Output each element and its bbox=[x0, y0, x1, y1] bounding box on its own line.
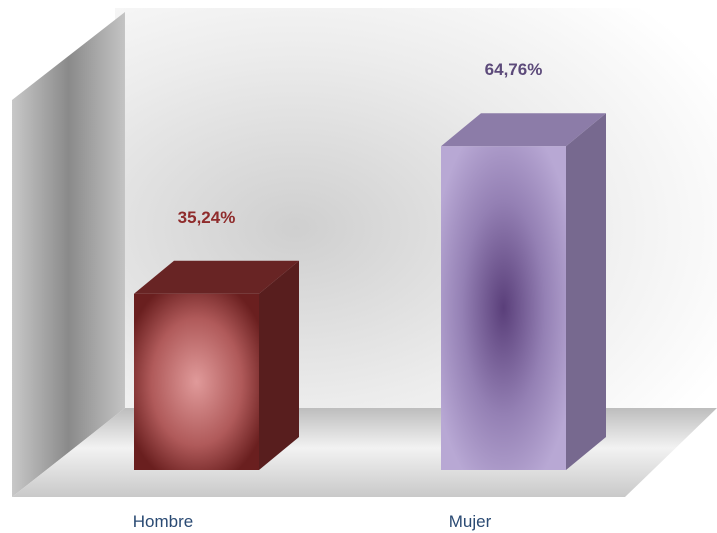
bar-hombre bbox=[134, 260, 299, 470]
data-label-mujer: 64,76% bbox=[485, 60, 543, 79]
bar-side-hombre bbox=[259, 260, 299, 470]
labels-layer: 35,24% 64,76% bbox=[178, 60, 543, 227]
x-tick-label-hombre: Hombre bbox=[133, 512, 193, 531]
bar-mujer bbox=[441, 113, 606, 470]
data-label-hombre: 35,24% bbox=[178, 208, 236, 227]
bar-side-mujer bbox=[566, 113, 606, 470]
bars-layer bbox=[134, 113, 606, 470]
bar-top-mujer bbox=[441, 113, 606, 147]
x-tick-label-mujer: Mujer bbox=[449, 512, 492, 531]
chart-floor bbox=[12, 408, 717, 497]
bar-top-hombre bbox=[134, 260, 299, 294]
bar-front-mujer bbox=[441, 146, 566, 470]
chart-side-wall bbox=[12, 12, 125, 497]
bar-front-hombre bbox=[134, 293, 259, 470]
